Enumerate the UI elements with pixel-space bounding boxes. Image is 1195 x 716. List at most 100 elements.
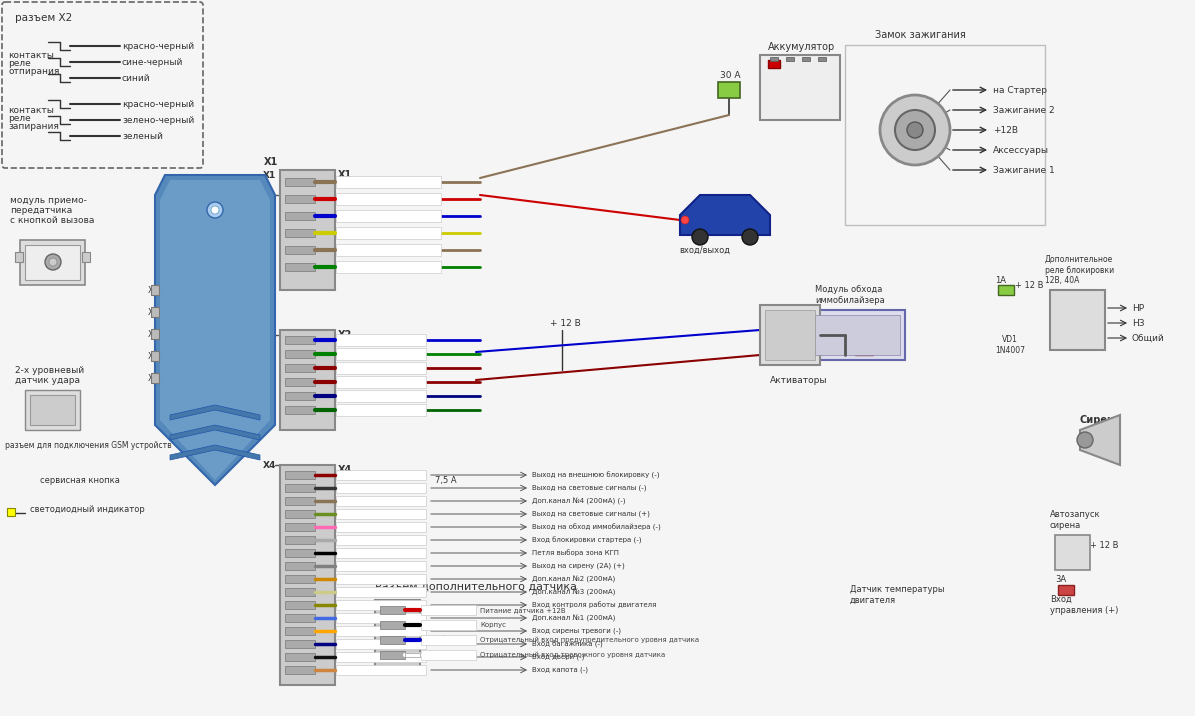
Polygon shape (170, 425, 261, 440)
FancyBboxPatch shape (284, 336, 315, 344)
FancyBboxPatch shape (284, 614, 315, 622)
Text: зелено-желтый: зелено-желтый (338, 511, 396, 517)
Text: красный: красный (338, 195, 373, 203)
Text: Выход на световые сигналы (+): Выход на световые сигналы (+) (532, 511, 650, 517)
Text: 87a: 87a (1055, 325, 1068, 331)
Circle shape (742, 229, 758, 245)
Circle shape (45, 254, 61, 270)
FancyBboxPatch shape (284, 212, 315, 220)
FancyBboxPatch shape (760, 305, 820, 365)
Text: + 12 В: + 12 В (1015, 281, 1043, 289)
Text: синий: синий (423, 636, 447, 644)
FancyBboxPatch shape (336, 561, 425, 571)
FancyBboxPatch shape (336, 522, 425, 532)
Text: Вход сирены тревоги (-): Вход сирены тревоги (-) (532, 628, 621, 634)
FancyBboxPatch shape (284, 497, 315, 505)
Polygon shape (680, 195, 770, 235)
FancyBboxPatch shape (336, 496, 425, 506)
FancyBboxPatch shape (284, 178, 315, 186)
Text: черный: черный (423, 621, 453, 629)
Text: Петля выбора зона КГП: Петля выбора зона КГП (532, 550, 619, 556)
FancyBboxPatch shape (336, 193, 441, 205)
Text: зелено-черный: зелено-черный (122, 115, 195, 125)
Text: +12В: +12В (993, 125, 1018, 135)
Polygon shape (160, 180, 270, 480)
FancyBboxPatch shape (284, 195, 315, 203)
FancyBboxPatch shape (770, 57, 778, 61)
Text: Выход на световые сигналы (-): Выход на световые сигналы (-) (532, 485, 646, 491)
Text: закр.: закр. (878, 346, 899, 354)
Text: Вход блокировки стартера (-): Вход блокировки стартера (-) (532, 536, 642, 543)
Text: черно-желтый (тонкий): черно-желтый (тонкий) (338, 246, 434, 254)
Text: желто-черный: желто-черный (338, 601, 391, 609)
FancyBboxPatch shape (16, 252, 23, 262)
FancyBboxPatch shape (284, 601, 315, 609)
FancyBboxPatch shape (280, 465, 335, 685)
FancyBboxPatch shape (760, 55, 840, 120)
Text: Вход
управления (+): Вход управления (+) (1050, 595, 1119, 615)
FancyBboxPatch shape (815, 315, 900, 355)
FancyBboxPatch shape (336, 244, 441, 256)
FancyBboxPatch shape (421, 620, 476, 630)
FancyBboxPatch shape (336, 404, 425, 416)
Circle shape (692, 229, 707, 245)
FancyBboxPatch shape (854, 320, 874, 330)
FancyBboxPatch shape (421, 650, 476, 660)
FancyBboxPatch shape (151, 351, 159, 361)
FancyBboxPatch shape (336, 362, 425, 374)
Text: светодиодный индикатор: светодиодный индикатор (30, 505, 145, 515)
Text: Отрицательный вход предупредительного уровня датчика: Отрицательный вход предупредительного ур… (480, 637, 699, 643)
Text: передатчика: передатчика (10, 205, 72, 215)
FancyBboxPatch shape (284, 246, 315, 254)
Text: сине-черный: сине-черный (122, 57, 183, 67)
Text: 3А: 3А (1055, 576, 1066, 584)
Text: Зажигание 2: Зажигание 2 (993, 105, 1055, 115)
FancyBboxPatch shape (284, 627, 315, 635)
FancyBboxPatch shape (284, 510, 315, 518)
Text: желто-красный: желто-красный (338, 576, 396, 582)
Text: синий: синий (338, 211, 362, 221)
FancyBboxPatch shape (336, 334, 425, 346)
FancyBboxPatch shape (336, 227, 441, 239)
FancyBboxPatch shape (819, 57, 826, 61)
FancyBboxPatch shape (284, 549, 315, 557)
Text: зелено-черный: зелено-черный (338, 405, 399, 415)
Text: Питание датчика +12В: Питание датчика +12В (480, 607, 565, 613)
FancyBboxPatch shape (336, 470, 425, 480)
FancyBboxPatch shape (336, 665, 425, 675)
Text: 2-х уровневый: 2-х уровневый (16, 365, 84, 374)
Polygon shape (1080, 415, 1120, 465)
Text: +: + (771, 59, 779, 69)
Text: черно-красный: черно-красный (338, 364, 399, 372)
FancyBboxPatch shape (718, 82, 740, 98)
FancyBboxPatch shape (1058, 585, 1074, 595)
Text: X6: X6 (148, 307, 159, 316)
FancyBboxPatch shape (284, 484, 315, 492)
Text: 7,5 А: 7,5 А (435, 475, 456, 485)
Text: X1: X1 (264, 157, 278, 167)
FancyBboxPatch shape (280, 170, 335, 290)
Circle shape (880, 95, 950, 165)
Circle shape (207, 202, 223, 218)
FancyBboxPatch shape (405, 653, 419, 657)
FancyBboxPatch shape (336, 509, 425, 519)
Text: Замок зажигания: Замок зажигания (875, 30, 966, 40)
Text: 30 А: 30 А (721, 70, 741, 79)
Text: розовый: розовый (338, 523, 369, 531)
FancyBboxPatch shape (284, 350, 315, 358)
Circle shape (212, 206, 219, 214)
Text: Выход на обход иммобилайзера (-): Выход на обход иммобилайзера (-) (532, 523, 661, 531)
Circle shape (895, 110, 934, 150)
FancyBboxPatch shape (336, 548, 425, 558)
Text: Вход контроля работы двигателя: Вход контроля работы двигателя (532, 601, 656, 609)
Text: синий: синий (338, 336, 362, 344)
FancyBboxPatch shape (284, 575, 315, 583)
Text: зеленый: зеленый (122, 132, 163, 140)
Text: белый: белый (423, 651, 448, 659)
Text: Активаторы: Активаторы (770, 375, 827, 384)
Text: X2: X2 (338, 330, 353, 340)
Text: 10 А: 10 А (854, 311, 874, 319)
FancyBboxPatch shape (854, 345, 874, 355)
FancyBboxPatch shape (284, 588, 315, 596)
Text: X7: X7 (148, 329, 159, 339)
